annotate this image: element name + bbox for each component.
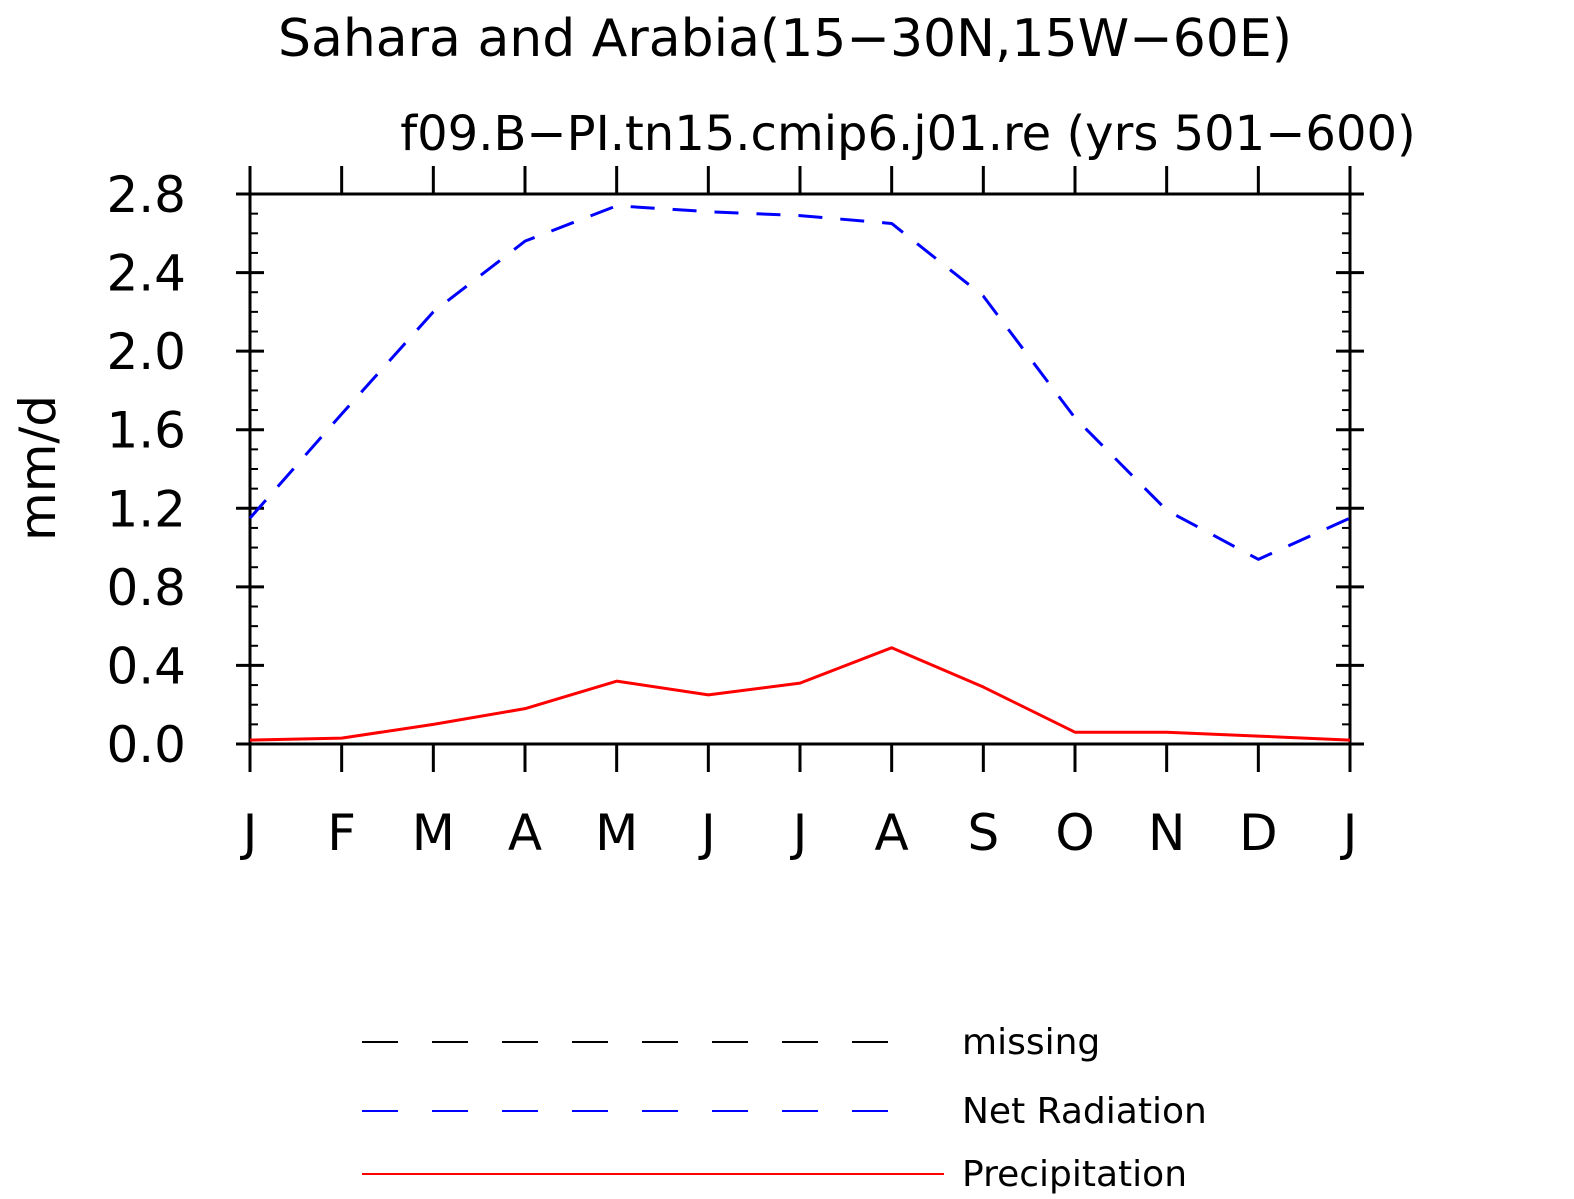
y-tick-label: 2.8: [106, 166, 186, 224]
x-tick-label: N: [1148, 804, 1185, 862]
x-tick-label: M: [412, 804, 455, 862]
x-tick-label: J: [790, 804, 808, 862]
x-tick-label: F: [327, 804, 356, 862]
y-tick-label: 0.0: [106, 716, 186, 774]
y-tick-label: 2.4: [106, 245, 186, 303]
legend-label: Precipitation: [962, 1154, 1187, 1195]
y-tick-label: 2.0: [106, 323, 186, 381]
series-line-net-radiation: [248, 204, 1351, 561]
series-line-precipitation: [249, 646, 1351, 742]
y-tick-label: 1.6: [106, 402, 186, 460]
legend-label: Net Radiation: [962, 1091, 1207, 1132]
x-tick-label: J: [1340, 804, 1358, 862]
x-tick-label: O: [1055, 804, 1094, 862]
x-tick-label: D: [1239, 804, 1278, 862]
x-tick-label: J: [698, 804, 716, 862]
x-tick-label: M: [595, 804, 638, 862]
legend: missing Net Radiation Precipitation: [362, 1022, 1207, 1195]
y-tick-labels: 0.0 0.4 0.8 1.2 1.6 2.0 2.4 2.8: [106, 166, 186, 774]
x-tick-label: S: [967, 804, 999, 862]
axis-ticks: [236, 166, 1364, 772]
y-tick-label: 1.2: [106, 480, 186, 538]
plot-frame: [248, 192, 1352, 746]
x-tick-label: A: [875, 804, 909, 862]
chart-title: Sahara and Arabia(15−30N,15W−60E): [278, 9, 1292, 69]
y-axis-label: mm/d: [9, 395, 67, 541]
legend-label: missing: [962, 1022, 1100, 1063]
data-lines: [248, 204, 1351, 742]
x-tick-label: A: [508, 804, 542, 862]
chart-subtitle: f09.B−PI.tn15.cmip6.j01.re (yrs 501−600): [400, 106, 1416, 162]
x-tick-label: J: [240, 804, 258, 862]
y-tick-label: 0.4: [106, 637, 186, 695]
y-tick-label: 0.8: [106, 559, 186, 617]
